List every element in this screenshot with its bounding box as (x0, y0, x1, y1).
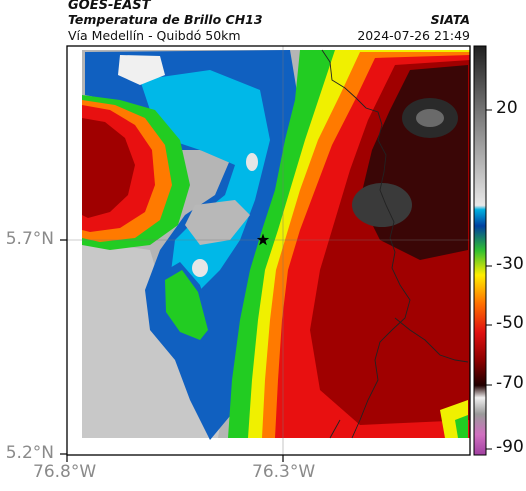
colorbar-tick-label: 20 (496, 98, 518, 118)
lat-tick-label: 5.7°N (5, 229, 54, 249)
bottom-right-green (455, 415, 468, 438)
cloud-gap-grey (185, 200, 250, 245)
cloud-band-cyan (140, 70, 270, 290)
source-label: GOES-EAST (68, 0, 151, 13)
west-system-deep-red (82, 118, 135, 218)
chart-title: Temperatura de Brillo CH13 (68, 12, 263, 27)
coldest-core-inner (416, 109, 444, 127)
coldest-core-grey (352, 183, 412, 227)
coastline (321, 49, 411, 439)
colorbar-tick-label: -90 (496, 437, 524, 457)
cloud-gap-small (192, 259, 208, 277)
location-marker-star (256, 233, 270, 246)
boundary-line-east (394, 317, 469, 363)
map-imagery (67, 46, 470, 455)
datetime-label: 2024-07-26 21:49 (357, 28, 470, 43)
colorbar-tick-label: -30 (496, 254, 524, 274)
lon-tick-label: 76.8°W (33, 462, 97, 482)
chart-subtitle: Vía Medellín - Quibdó 50km (68, 28, 241, 43)
map-frame (66, 45, 471, 456)
organization-label: SIATA (430, 12, 470, 27)
boundary-line-south (329, 419, 341, 439)
lat-tick-label: 5.2°N (5, 443, 54, 463)
colorbar (473, 45, 487, 456)
colorbar-tick-label: -50 (496, 313, 524, 333)
colorbar-tick-label: -70 (496, 373, 524, 393)
cloud-gap-small-2 (246, 153, 258, 171)
lon-tick-label: 76.3°W (252, 462, 316, 482)
cloud-cell-green-core (165, 270, 208, 340)
cloud-gap-white (118, 55, 165, 85)
